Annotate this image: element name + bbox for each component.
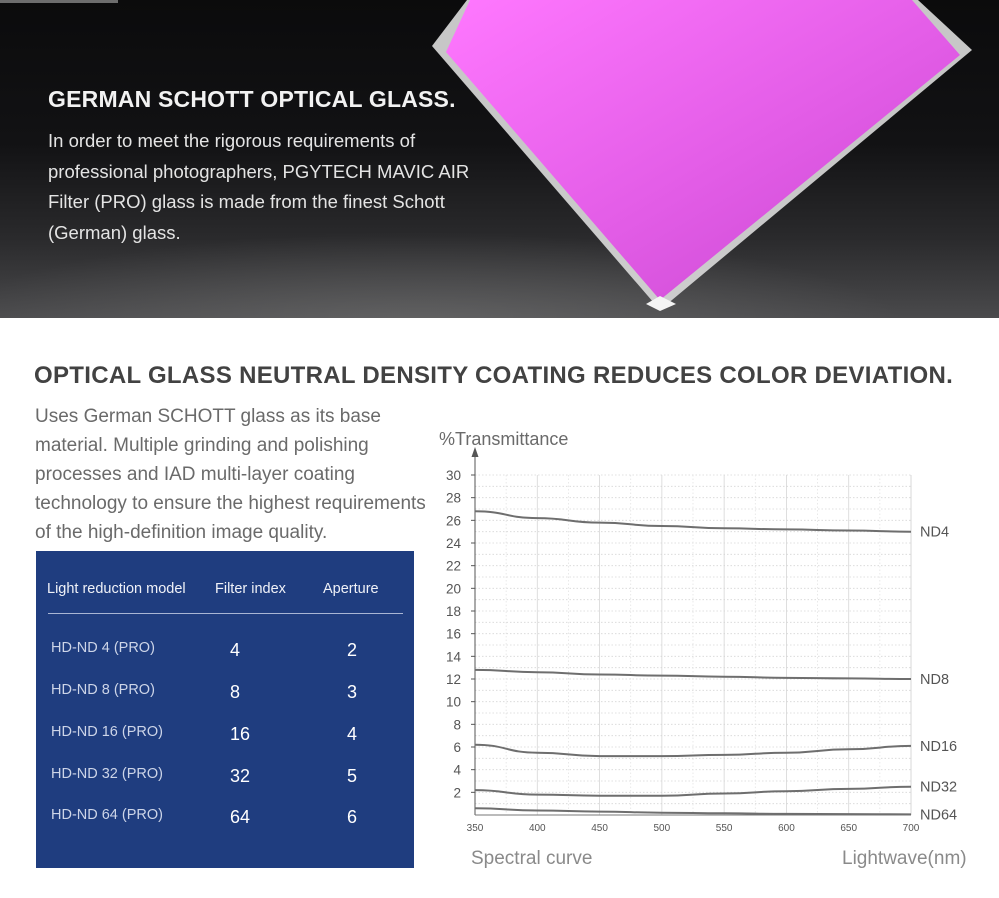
header-light-reduction-model: Light reduction model xyxy=(47,581,186,597)
x-tick-label: 500 xyxy=(654,823,671,834)
row-aperture: 6 xyxy=(347,807,358,827)
series-label-nd16: ND16 xyxy=(920,739,957,755)
series-label-nd64: ND64 xyxy=(920,807,957,823)
header-filter-index: Filter index xyxy=(215,581,286,597)
y-tick-label: 28 xyxy=(446,491,461,506)
y-tick-label: 26 xyxy=(446,513,461,528)
row-filter-index: 16 xyxy=(230,724,251,744)
row-aperture: 2 xyxy=(347,640,358,660)
filter-spec-table: Light reduction model Filter index Apert… xyxy=(36,551,414,868)
filter-glass-image xyxy=(432,0,972,311)
y-tick-label: 30 xyxy=(446,468,461,483)
y-tick-label: 6 xyxy=(453,740,461,755)
series-line-nd16 xyxy=(474,743,912,758)
y-tick-label: 18 xyxy=(446,604,461,619)
hero-description: In order to meet the rigorous requiremen… xyxy=(48,130,470,243)
table-row: HD-ND 16 (PRO) 16 4 xyxy=(36,724,414,748)
header-aperture: Aperture xyxy=(323,581,379,597)
filter-glass-edge xyxy=(646,296,676,311)
x-tick-label: 350 xyxy=(467,823,484,834)
row-model: HD-ND 4 (PRO) xyxy=(51,640,155,656)
y-tick-label: 8 xyxy=(453,717,461,732)
y-tick-label: 2 xyxy=(453,785,461,800)
top-tab-indicator xyxy=(0,0,118,3)
hero-title: GERMAN SCHOTT OPTICAL GLASS. xyxy=(48,86,456,112)
row-filter-index: 4 xyxy=(230,640,241,660)
table-row: HD-ND 32 (PRO) 32 5 xyxy=(36,766,414,790)
y-tick-label: 10 xyxy=(446,695,461,710)
x-tick-label: 650 xyxy=(840,823,857,834)
series-line-nd32 xyxy=(474,785,912,797)
x-tick-label: 450 xyxy=(591,823,608,834)
row-aperture: 4 xyxy=(347,724,358,744)
y-tick-label: 16 xyxy=(446,627,461,642)
y-tick-label: 4 xyxy=(453,763,461,778)
section-title: OPTICAL GLASS NEUTRAL DENSITY COATING RE… xyxy=(34,362,954,389)
row-aperture: 3 xyxy=(347,682,358,702)
table-row: HD-ND 8 (PRO) 8 3 xyxy=(36,682,414,706)
filter-glass-pane xyxy=(446,0,960,300)
series-label-nd8: ND8 xyxy=(920,672,949,688)
chart-caption-spectral-curve: Spectral curve xyxy=(471,848,593,869)
y-tick-label: 14 xyxy=(446,649,462,664)
x-tick-label: 600 xyxy=(778,823,795,834)
series-line-nd4 xyxy=(474,510,912,533)
row-model: HD-ND 64 (PRO) xyxy=(51,807,163,823)
series-line-nd64 xyxy=(474,807,912,816)
row-filter-index: 8 xyxy=(230,682,241,702)
x-tick-label: 400 xyxy=(529,823,546,834)
x-tick-label: 550 xyxy=(716,823,733,834)
row-aperture: 5 xyxy=(347,766,358,786)
row-model: HD-ND 8 (PRO) xyxy=(51,682,155,698)
header-divider xyxy=(48,613,403,614)
y-axis-title: %Transmittance xyxy=(439,429,568,449)
y-tick-label: 22 xyxy=(446,559,461,574)
series-line-nd8 xyxy=(474,668,912,680)
hero-banner: GERMAN SCHOTT OPTICAL GLASS. In order to… xyxy=(0,0,999,318)
table-row: HD-ND 4 (PRO) 4 2 xyxy=(36,640,414,664)
row-filter-index: 64 xyxy=(230,807,251,827)
chart-caption-lightwave: Lightwave(nm) xyxy=(842,848,967,869)
row-model: HD-ND 32 (PRO) xyxy=(51,766,163,782)
row-model: HD-ND 16 (PRO) xyxy=(51,724,163,740)
y-axis-arrow xyxy=(471,447,479,457)
row-filter-index: 32 xyxy=(230,766,251,786)
y-tick-label: 12 xyxy=(446,672,461,687)
series-label-nd4: ND4 xyxy=(920,525,949,541)
table-row: HD-ND 64 (PRO) 64 6 xyxy=(36,807,414,831)
y-tick-label: 24 xyxy=(446,536,462,551)
y-tick-label: 20 xyxy=(446,581,461,596)
series-label-nd32: ND32 xyxy=(920,780,957,796)
x-tick-label: 700 xyxy=(903,823,920,834)
section-description: Uses German SCHOTT glass as its base mat… xyxy=(35,406,426,543)
